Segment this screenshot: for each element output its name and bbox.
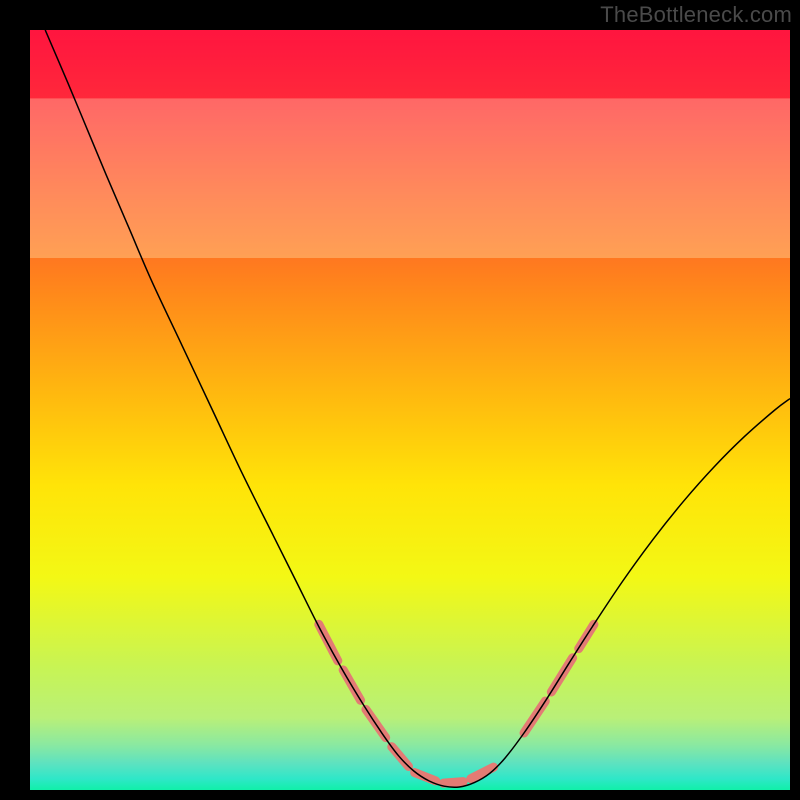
plot-frame bbox=[30, 30, 790, 790]
pale-band bbox=[30, 98, 790, 258]
marker-segment bbox=[443, 782, 463, 784]
chart-container: TheBottleneck.com bbox=[0, 0, 800, 800]
watermark-text: TheBottleneck.com bbox=[600, 2, 792, 28]
chart-svg bbox=[30, 30, 790, 790]
